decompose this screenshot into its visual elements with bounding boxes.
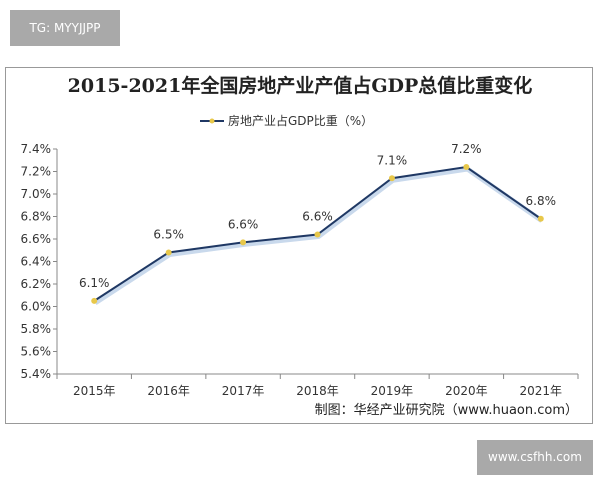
x-tick-label: 2017年 [222,384,265,398]
y-tick-label: 5.4% [21,367,52,381]
data-point [463,164,470,170]
data-point [537,215,544,222]
legend-marker [209,118,215,124]
y-tick-label: 7.0% [21,187,52,201]
chart-title: 2015-2021年全国房地产业产值占GDP总值比重变化 [68,74,533,97]
y-tick-label: 6.8% [21,210,52,224]
y-tick-label: 6.2% [21,277,52,291]
chart-frame [5,67,593,424]
legend: 房地产业占GDP比重（%） [200,113,373,128]
data-label: 6.8% [526,194,557,208]
x-tick-label: 2018年 [296,384,339,398]
y-tick-label: 7.4% [21,142,52,156]
data-label: 6.5% [153,228,184,242]
x-tick-label: 2019年 [371,384,414,398]
y-tick-label: 7.2% [21,165,52,179]
data-point [388,175,395,182]
data-label: 6.1% [79,276,110,290]
data-point [314,231,321,238]
x-tick-label: 2015年 [73,384,116,398]
y-tick-label: 6.4% [21,255,52,269]
legend-label: 房地产业占GDP比重（%） [228,113,373,128]
data-label: 7.1% [377,153,408,167]
y-tick-label: 5.6% [21,345,52,359]
y-tick-label: 5.8% [21,322,52,336]
y-tick-label: 6.6% [21,232,52,246]
data-point [240,239,247,246]
y-tick-label: 6.0% [21,300,52,314]
x-tick-label: 2021年 [520,384,563,398]
watermark-bottom-right: www.csfhh.com [477,440,593,475]
x-tick-label: 2016年 [147,384,190,398]
data-label: 6.6% [228,217,259,231]
x-tick-label: 2020年 [445,384,488,398]
source-note: 制图：华经产业研究院（www.huaon.com） [315,403,578,418]
data-label: 6.6% [302,210,333,224]
data-label: 7.2% [451,142,482,156]
data-point [91,297,98,304]
data-point [165,249,172,256]
watermark-top-left: TG: MYYJJPP [10,10,120,46]
